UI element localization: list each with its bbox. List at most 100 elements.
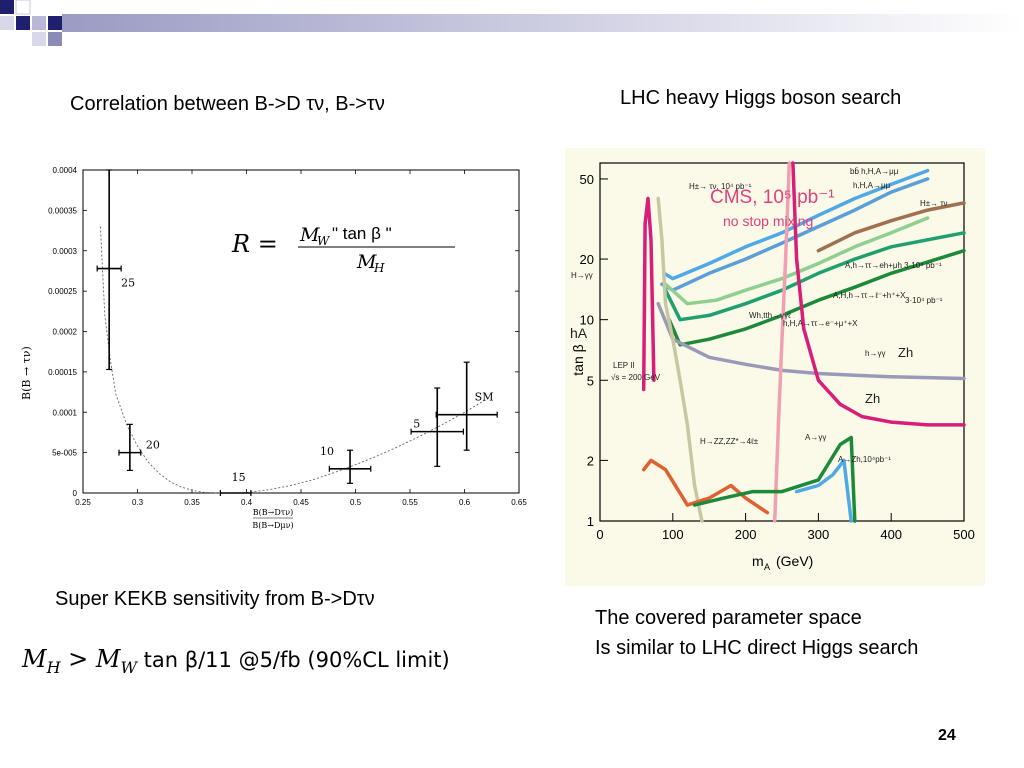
chart-annotation: H→ZZ,ZZ*→4ℓ± [700, 437, 759, 446]
y-axis-label: tan β [570, 344, 586, 375]
x-axis-label-denominator: B(B→Dμν) [252, 521, 293, 530]
cms-subtitle: no stop mixing [723, 213, 813, 229]
data-point: SM [435, 361, 498, 451]
x-tick-label: 500 [953, 527, 975, 542]
header-decoration [0, 0, 1024, 46]
chart-annotation: H±→ τν, 10⁴ pb⁻¹ [689, 182, 752, 191]
formula-mh-sub: H [46, 657, 61, 677]
exclusion-contour [791, 161, 966, 427]
x-tick-label: 400 [880, 527, 902, 542]
formula-numerator-sub: W [317, 234, 331, 248]
y-tick-label: 1 [587, 514, 594, 529]
formula-gt: > [60, 645, 96, 673]
exclusion-contour [794, 458, 853, 523]
x-tick-label: 0.5 [350, 498, 362, 507]
point-label: 15 [232, 471, 246, 484]
y-axis-label: B(B → τν) [20, 346, 33, 400]
chart-annotation: hA [570, 325, 588, 341]
data-point: 25 [96, 169, 135, 371]
x-axis-label-numerator: B(B→Dτν) [253, 508, 293, 517]
x-tick-label: 100 [662, 527, 684, 542]
y-tick-label: 0.0004 [53, 166, 78, 175]
y-tick-label: 0.00025 [48, 287, 77, 296]
formula-denominator-m: M [356, 251, 377, 273]
data-point: 10 [320, 445, 372, 484]
point-label: 25 [121, 277, 135, 290]
x-axis-label-unit: (GeV) [776, 553, 813, 569]
formula-mh: M [22, 645, 47, 673]
right-caption: The covered parameter space Is similar t… [595, 603, 918, 663]
chart-annotation: H±→ τν [920, 199, 948, 208]
data-point: 5 [410, 387, 465, 467]
x-tick-label: 0.35 [184, 498, 200, 507]
left-title: Correlation between B->D τν, B->τν [70, 93, 385, 115]
deco-square [15, 0, 31, 15]
chart-annotation: h→γγ [865, 349, 885, 358]
chart-annotation: √s = 200 GeV [611, 373, 661, 382]
exclusion-contour [656, 196, 704, 523]
x-tick-label: 0.45 [293, 498, 309, 507]
x-tick-label: 0 [596, 527, 603, 542]
formula-r: R = [231, 230, 278, 258]
exclusion-contour [660, 177, 930, 292]
chart-annotation: 3·10⁴ pb⁻¹ [905, 296, 943, 305]
y-tick-label: 0.00035 [48, 206, 77, 215]
chart-annotation: Zh [865, 391, 880, 406]
x-axis-label-sub: A [764, 562, 770, 572]
x-tick-label: 0.6 [459, 498, 471, 507]
formula-numerator-rest: " tan β " [332, 224, 392, 243]
point-label: 5 [413, 418, 420, 431]
formula-rest: tan β/11 @5/fb (90%CL limit) [136, 648, 450, 672]
chart-annotation: LEP II [613, 361, 635, 370]
chart-annotation: bb̄ h,H,A→μμ [850, 167, 899, 176]
point-label: 20 [146, 439, 160, 452]
plot-frame [599, 162, 965, 522]
deco-square [32, 16, 46, 30]
exclusion-contour [663, 231, 966, 322]
right-title: LHC heavy Higgs boson search [620, 87, 902, 109]
x-axis-label-main: m [752, 553, 764, 569]
y-tick-label: 0.0003 [53, 247, 78, 256]
formula-denominator-sub: H [373, 261, 385, 275]
y-tick-label: 50 [580, 172, 594, 187]
y-tick-label: 2 [587, 453, 594, 468]
deco-square [48, 16, 62, 30]
deco-square [0, 16, 14, 30]
right-caption-line1: The covered parameter space [595, 607, 862, 629]
b-tau-nu-correlation-chart: 0.25 0.3 0.35 0.4 0.45 0.5 0.55 0.6 0.65 0 5e-005 0… [20, 166, 527, 530]
x-tick-label: 0.65 [511, 498, 527, 507]
plot-frame [82, 169, 520, 494]
cms-title: CMS, 10⁵ pb⁻¹ [710, 187, 835, 208]
data-point: 15 [219, 471, 252, 496]
y-tick-label: 0.0002 [53, 328, 78, 337]
mh-limit-formula: MH > MW tan β/11 @5/fb (90%CL limit) [22, 645, 450, 677]
page-number: 24 [938, 727, 956, 744]
r-formula: R = M W " tan β " M H [231, 224, 455, 275]
chart-annotation: A→γγ [805, 433, 826, 442]
point-label: SM [475, 391, 494, 404]
x-tick-label: 300 [808, 527, 830, 542]
chart-annotation: Zh [898, 345, 913, 360]
point-label: 10 [320, 445, 334, 458]
chart-annotation: A,h→ττ→eh+μh 3·10⁴ pb⁻¹ [845, 261, 942, 270]
exclusion-contour [663, 216, 930, 306]
formula-mw: M [95, 645, 121, 673]
deco-square [0, 0, 14, 14]
formula-numerator-m: M [299, 224, 320, 246]
right-caption-line2: Is similar to LHC direct Higgs search [595, 637, 919, 659]
left-caption: Super KEKB sensitivity from B->Dτν [55, 588, 375, 610]
deco-square [48, 32, 62, 46]
y-tick-label: 5 [587, 373, 594, 388]
exclusion-contour [662, 168, 930, 281]
chart-annotation: h,H,A→μμ [853, 181, 891, 190]
data-point: 20 [118, 423, 160, 471]
exclusion-contour [692, 435, 857, 523]
y-tick-label: 10 [580, 313, 594, 328]
y-tick-label: 0.0001 [53, 408, 78, 417]
y-tick-label: 0.00015 [48, 368, 77, 377]
formula-mw-sub: W [120, 657, 137, 677]
chart-annotation: H→γγ [571, 271, 593, 280]
exclusion-contour [641, 458, 770, 515]
chart-annotation: A,H,h→ττ→ℓ⁻+h⁺+X [833, 291, 906, 300]
